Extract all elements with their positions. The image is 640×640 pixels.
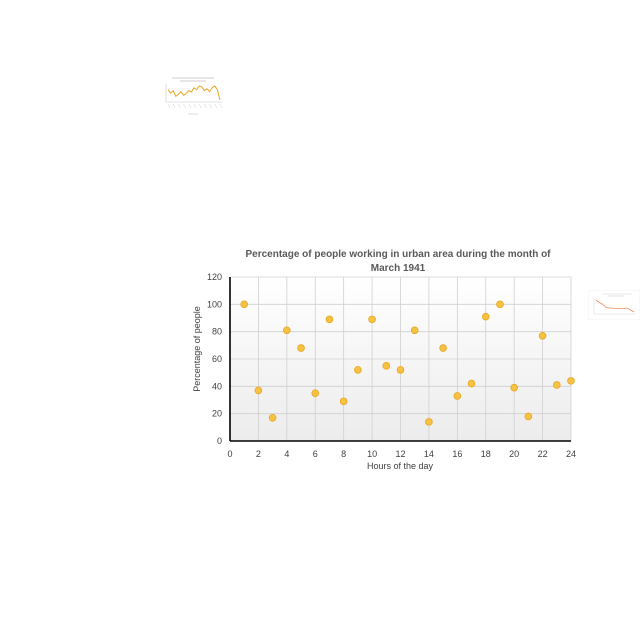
scatter-point xyxy=(552,381,561,389)
thumbnail-x-tick-mark xyxy=(209,103,212,109)
x-tick-label: 18 xyxy=(481,449,491,459)
x-axis-label: Hours of the day xyxy=(367,461,434,471)
y-tick-label: 120 xyxy=(207,272,222,282)
scatter-point xyxy=(496,300,504,309)
thumbnail-x-tick-mark xyxy=(204,103,207,109)
thumbnail-x-tick-mark xyxy=(193,103,197,109)
x-tick-label: 4 xyxy=(284,449,289,459)
y-tick-labels: 0 20 40 60 80 100 120 xyxy=(207,272,222,446)
x-tick-label: 12 xyxy=(395,449,405,459)
x-tick-label: 8 xyxy=(341,449,346,459)
thumbnail-x-tick-mark xyxy=(172,103,176,109)
scatter-point xyxy=(567,377,575,385)
scatter-point xyxy=(325,315,334,324)
thumbnail-right-series-line xyxy=(595,299,635,313)
x-tick-label: 22 xyxy=(538,449,548,459)
x-tick-label: 16 xyxy=(452,449,462,459)
x-tick-label: 14 xyxy=(424,449,434,459)
scatter-point xyxy=(297,344,305,352)
thumbnail-line-chart xyxy=(158,70,228,118)
x-tick-label: 24 xyxy=(566,449,576,459)
y-tick-label: 40 xyxy=(212,381,222,391)
scatter-point xyxy=(453,392,462,400)
scatter-point xyxy=(354,366,362,374)
y-tick-label: 80 xyxy=(212,327,222,337)
y-tick-label: 60 xyxy=(212,354,222,364)
scatter-points xyxy=(240,300,575,426)
x-tick-label: 20 xyxy=(509,449,519,459)
y-tick-label: 100 xyxy=(207,299,222,309)
scatter-point xyxy=(510,383,518,392)
y-tick-label: 0 xyxy=(217,436,222,446)
y-axis-label: Percentage of people xyxy=(192,306,202,392)
scatter-point xyxy=(425,418,433,426)
x-tick-label: 0 xyxy=(227,449,232,459)
x-tick-label: 10 xyxy=(367,449,377,459)
scatter-point xyxy=(410,326,419,335)
scatter-point xyxy=(396,366,405,374)
thumbnail-x-tick-marks xyxy=(167,103,223,109)
thumbnail-x-tick-mark xyxy=(178,103,181,109)
thumbnail-x-tick-mark xyxy=(214,103,218,109)
scatter-point xyxy=(339,397,348,406)
scatter-point xyxy=(439,344,447,352)
scatter-point xyxy=(268,413,277,422)
scatter-point xyxy=(538,331,547,340)
scatter-point xyxy=(524,412,533,421)
scatter-point xyxy=(283,326,291,335)
scatter-point xyxy=(368,315,376,324)
scatter-point xyxy=(481,312,490,321)
x-tick-label: 6 xyxy=(313,449,318,459)
thumbnail-x-tick-mark xyxy=(188,103,192,109)
thumbnail-right-background xyxy=(588,290,640,320)
x-tick-label: 2 xyxy=(256,449,261,459)
chart-title-line-2: March 1941 xyxy=(371,263,426,274)
chart-title-line-1: Percentage of people working in urban ar… xyxy=(245,249,551,260)
thumbnail-background xyxy=(158,70,228,118)
thumbnail-right-chart xyxy=(588,290,640,320)
thumbnail-x-tick-mark xyxy=(198,103,202,109)
thumbnail-series-line xyxy=(167,85,221,101)
scatter-point xyxy=(254,386,263,395)
thumbnail-x-tick-mark xyxy=(183,103,186,109)
grid-lines xyxy=(230,276,572,441)
scatter-point xyxy=(382,362,391,370)
scatter-chart: Percentage of people working in urban ar… xyxy=(192,249,576,471)
scatter-point xyxy=(467,379,476,388)
x-tick-labels: 0 2 4 6 8 10 12 14 16 18 20 22 24 xyxy=(227,449,576,459)
thumbnail-x-tick-mark xyxy=(219,103,223,109)
y-tick-label: 20 xyxy=(212,409,222,419)
scatter-point xyxy=(311,389,320,397)
thumbnail-x-tick-mark xyxy=(167,103,171,109)
scatter-point xyxy=(240,300,249,309)
